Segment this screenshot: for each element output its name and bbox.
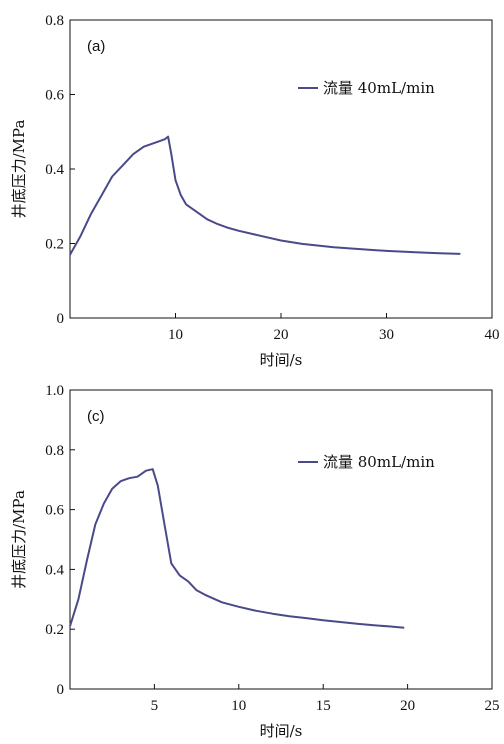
x-tick-label: 15: [316, 698, 331, 714]
x-tick-label: 20: [274, 327, 289, 343]
series-line: [69, 135, 461, 256]
x-tick-label: 10: [168, 327, 183, 343]
series-line: [69, 468, 405, 629]
x-tick-label: 25: [485, 698, 500, 714]
panel-label: (c): [87, 408, 105, 425]
x-tick-label: 20: [400, 698, 415, 714]
y-tick-label: 0.2: [45, 622, 64, 638]
x-tick-label: 5: [151, 698, 159, 714]
y-tick-label: 0.6: [45, 88, 64, 104]
y-tick-label: 0.2: [45, 237, 64, 253]
panel-label: (a): [87, 38, 105, 55]
y-tick-label: 0: [57, 311, 65, 327]
y-axis-label: 井底压力/MPa: [10, 120, 28, 219]
x-tick-label: 10: [231, 698, 246, 714]
x-axis-label: 时间/s: [260, 351, 303, 369]
y-axis-label: 井底压力/MPa: [10, 490, 28, 589]
x-tick-label: 40: [485, 327, 500, 343]
y-tick-label: 0.4: [45, 562, 64, 578]
chart-a: 10 20 30 40 0 0.2 0.4 0.6 0.8 时间/s 井底压力/MPa (a) 流量 4…: [10, 13, 500, 369]
chart-c: 5 10 15 20 25 0 0.2 0.4 0.6 0.8 1.0 时间/s 井底压力/MPa (c)…: [10, 383, 500, 740]
x-tick-label: 30: [379, 327, 394, 343]
y-tick-label: 0.4: [45, 162, 64, 178]
y-tick-label: 0.6: [45, 503, 64, 519]
y-tick-label: 0.8: [45, 443, 64, 459]
legend-label: 流量 80mL/min: [323, 453, 435, 471]
legend-label: 流量 40mL/min: [323, 79, 435, 97]
x-axis-label: 时间/s: [260, 722, 303, 740]
y-tick-label: 0: [57, 682, 65, 698]
plot-frame: [69, 389, 493, 690]
plot-frame: [69, 19, 493, 319]
y-tick-label: 0.8: [45, 13, 64, 29]
y-tick-label: 1.0: [45, 383, 64, 399]
